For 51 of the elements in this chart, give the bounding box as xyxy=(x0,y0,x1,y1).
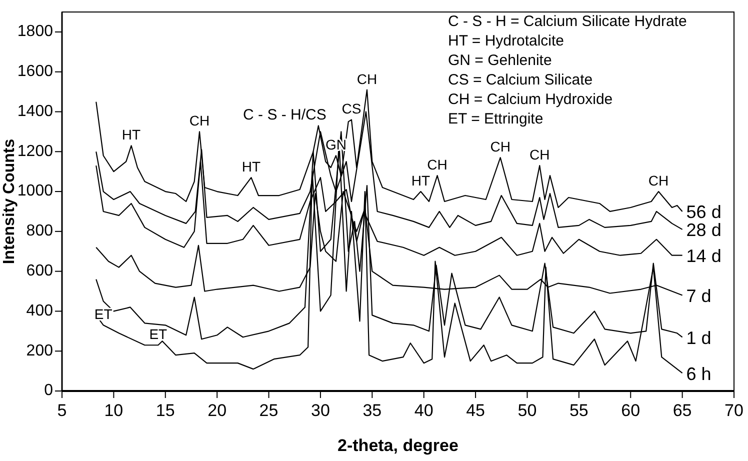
annotation: C - S - H = Calcium Silicate Hydrate xyxy=(448,13,687,30)
x-tick-label: 55 xyxy=(569,401,588,420)
y-tick-label: 0 xyxy=(44,382,54,400)
annotation: CS = Calcium Silicate xyxy=(448,72,593,88)
annotation: CS xyxy=(342,100,362,117)
x-tick-label: 65 xyxy=(672,401,692,420)
y-tick-label: 200 xyxy=(26,342,54,360)
annotation: CH xyxy=(189,112,210,129)
annotation: GN = Gehlenite xyxy=(448,52,552,69)
annotation: HT = Hydrotalcite xyxy=(448,32,564,50)
x-axis-title: 2-theta, degree xyxy=(338,436,458,455)
annotation: HT xyxy=(411,172,431,189)
y-tick-label: 1200 xyxy=(17,142,54,160)
y-tick-label: 400 xyxy=(26,302,54,320)
series-label: 28 d xyxy=(686,220,722,240)
y-tick-label: 1600 xyxy=(17,63,54,80)
annotation: CH xyxy=(490,138,510,155)
series-label: 56 d xyxy=(686,202,722,222)
annotation: CH xyxy=(530,146,550,163)
y-axis-title: Intensity Counts xyxy=(1,138,18,264)
x-tick-label: 45 xyxy=(466,401,485,420)
annotation: CH xyxy=(356,70,378,87)
y-tick-label: 800 xyxy=(26,222,54,240)
annotation: HT xyxy=(122,126,142,143)
annotation: ET xyxy=(149,326,168,342)
x-tick-label: 30 xyxy=(311,401,330,420)
annotation: C - S - H/CS xyxy=(243,106,326,124)
x-tick-label: 35 xyxy=(362,401,382,420)
annotation: ET xyxy=(94,306,113,322)
series-label: 14 d xyxy=(686,246,722,266)
x-tick-label: 20 xyxy=(208,401,227,420)
x-tick-label: 25 xyxy=(259,401,278,420)
y-tick-label: 600 xyxy=(26,262,54,280)
x-tick-label: 60 xyxy=(621,401,640,420)
annotation: HT xyxy=(242,158,261,175)
x-tick-label: 5 xyxy=(57,401,67,420)
annotation: ET = Ettringite xyxy=(448,110,544,128)
annotation: CH xyxy=(427,156,448,173)
x-tick-label: 70 xyxy=(724,401,744,420)
y-tick-label: 1400 xyxy=(17,102,54,120)
series-label: 6 h xyxy=(686,364,712,384)
annotation: CH = Calcium Hydroxide xyxy=(448,91,613,108)
annotation: CH xyxy=(648,172,669,189)
series-label: 7 d xyxy=(686,286,712,306)
x-tick-label: 50 xyxy=(518,401,537,420)
x-tick-label: 40 xyxy=(414,401,434,420)
series-label: 1 d xyxy=(686,328,712,348)
x-tick-label: 10 xyxy=(104,401,124,420)
y-tick-label: 1000 xyxy=(17,182,54,200)
y-tick-label: 1800 xyxy=(17,23,54,40)
x-tick-label: 15 xyxy=(156,401,175,420)
